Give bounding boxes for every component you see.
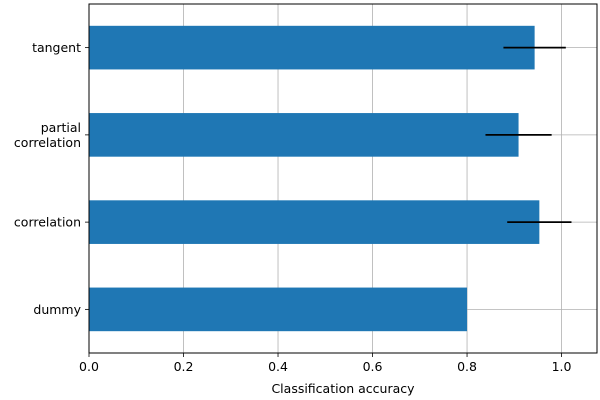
plot-frame xyxy=(88,3,598,354)
y-tick-label: tangent xyxy=(32,40,81,55)
x-tick-label: 0.8 xyxy=(457,359,477,374)
x-tick-label: 0.6 xyxy=(363,359,383,374)
y-tick-label: dummy xyxy=(33,302,81,317)
bars xyxy=(89,25,540,332)
y-tick-label: correlation xyxy=(14,215,81,230)
bar xyxy=(89,287,468,332)
y-tick-label: partial correlation xyxy=(14,120,81,150)
bar xyxy=(89,200,540,244)
error-bars xyxy=(485,46,572,224)
y-axis-ticks: dummy correlation partial correlation tangen… xyxy=(14,40,89,317)
x-axis-ticks: 0.0 0.2 0.4 0.6 0.8 1.0 xyxy=(79,353,572,374)
x-tick-label: 1.0 xyxy=(552,359,572,374)
x-tick-label: 0.0 xyxy=(79,359,99,374)
x-axis-label: Classification accuracy xyxy=(271,381,415,396)
x-tick-label: 0.2 xyxy=(174,359,194,374)
bar xyxy=(89,113,519,157)
bar xyxy=(89,25,535,70)
x-tick-label: 0.4 xyxy=(268,359,288,374)
